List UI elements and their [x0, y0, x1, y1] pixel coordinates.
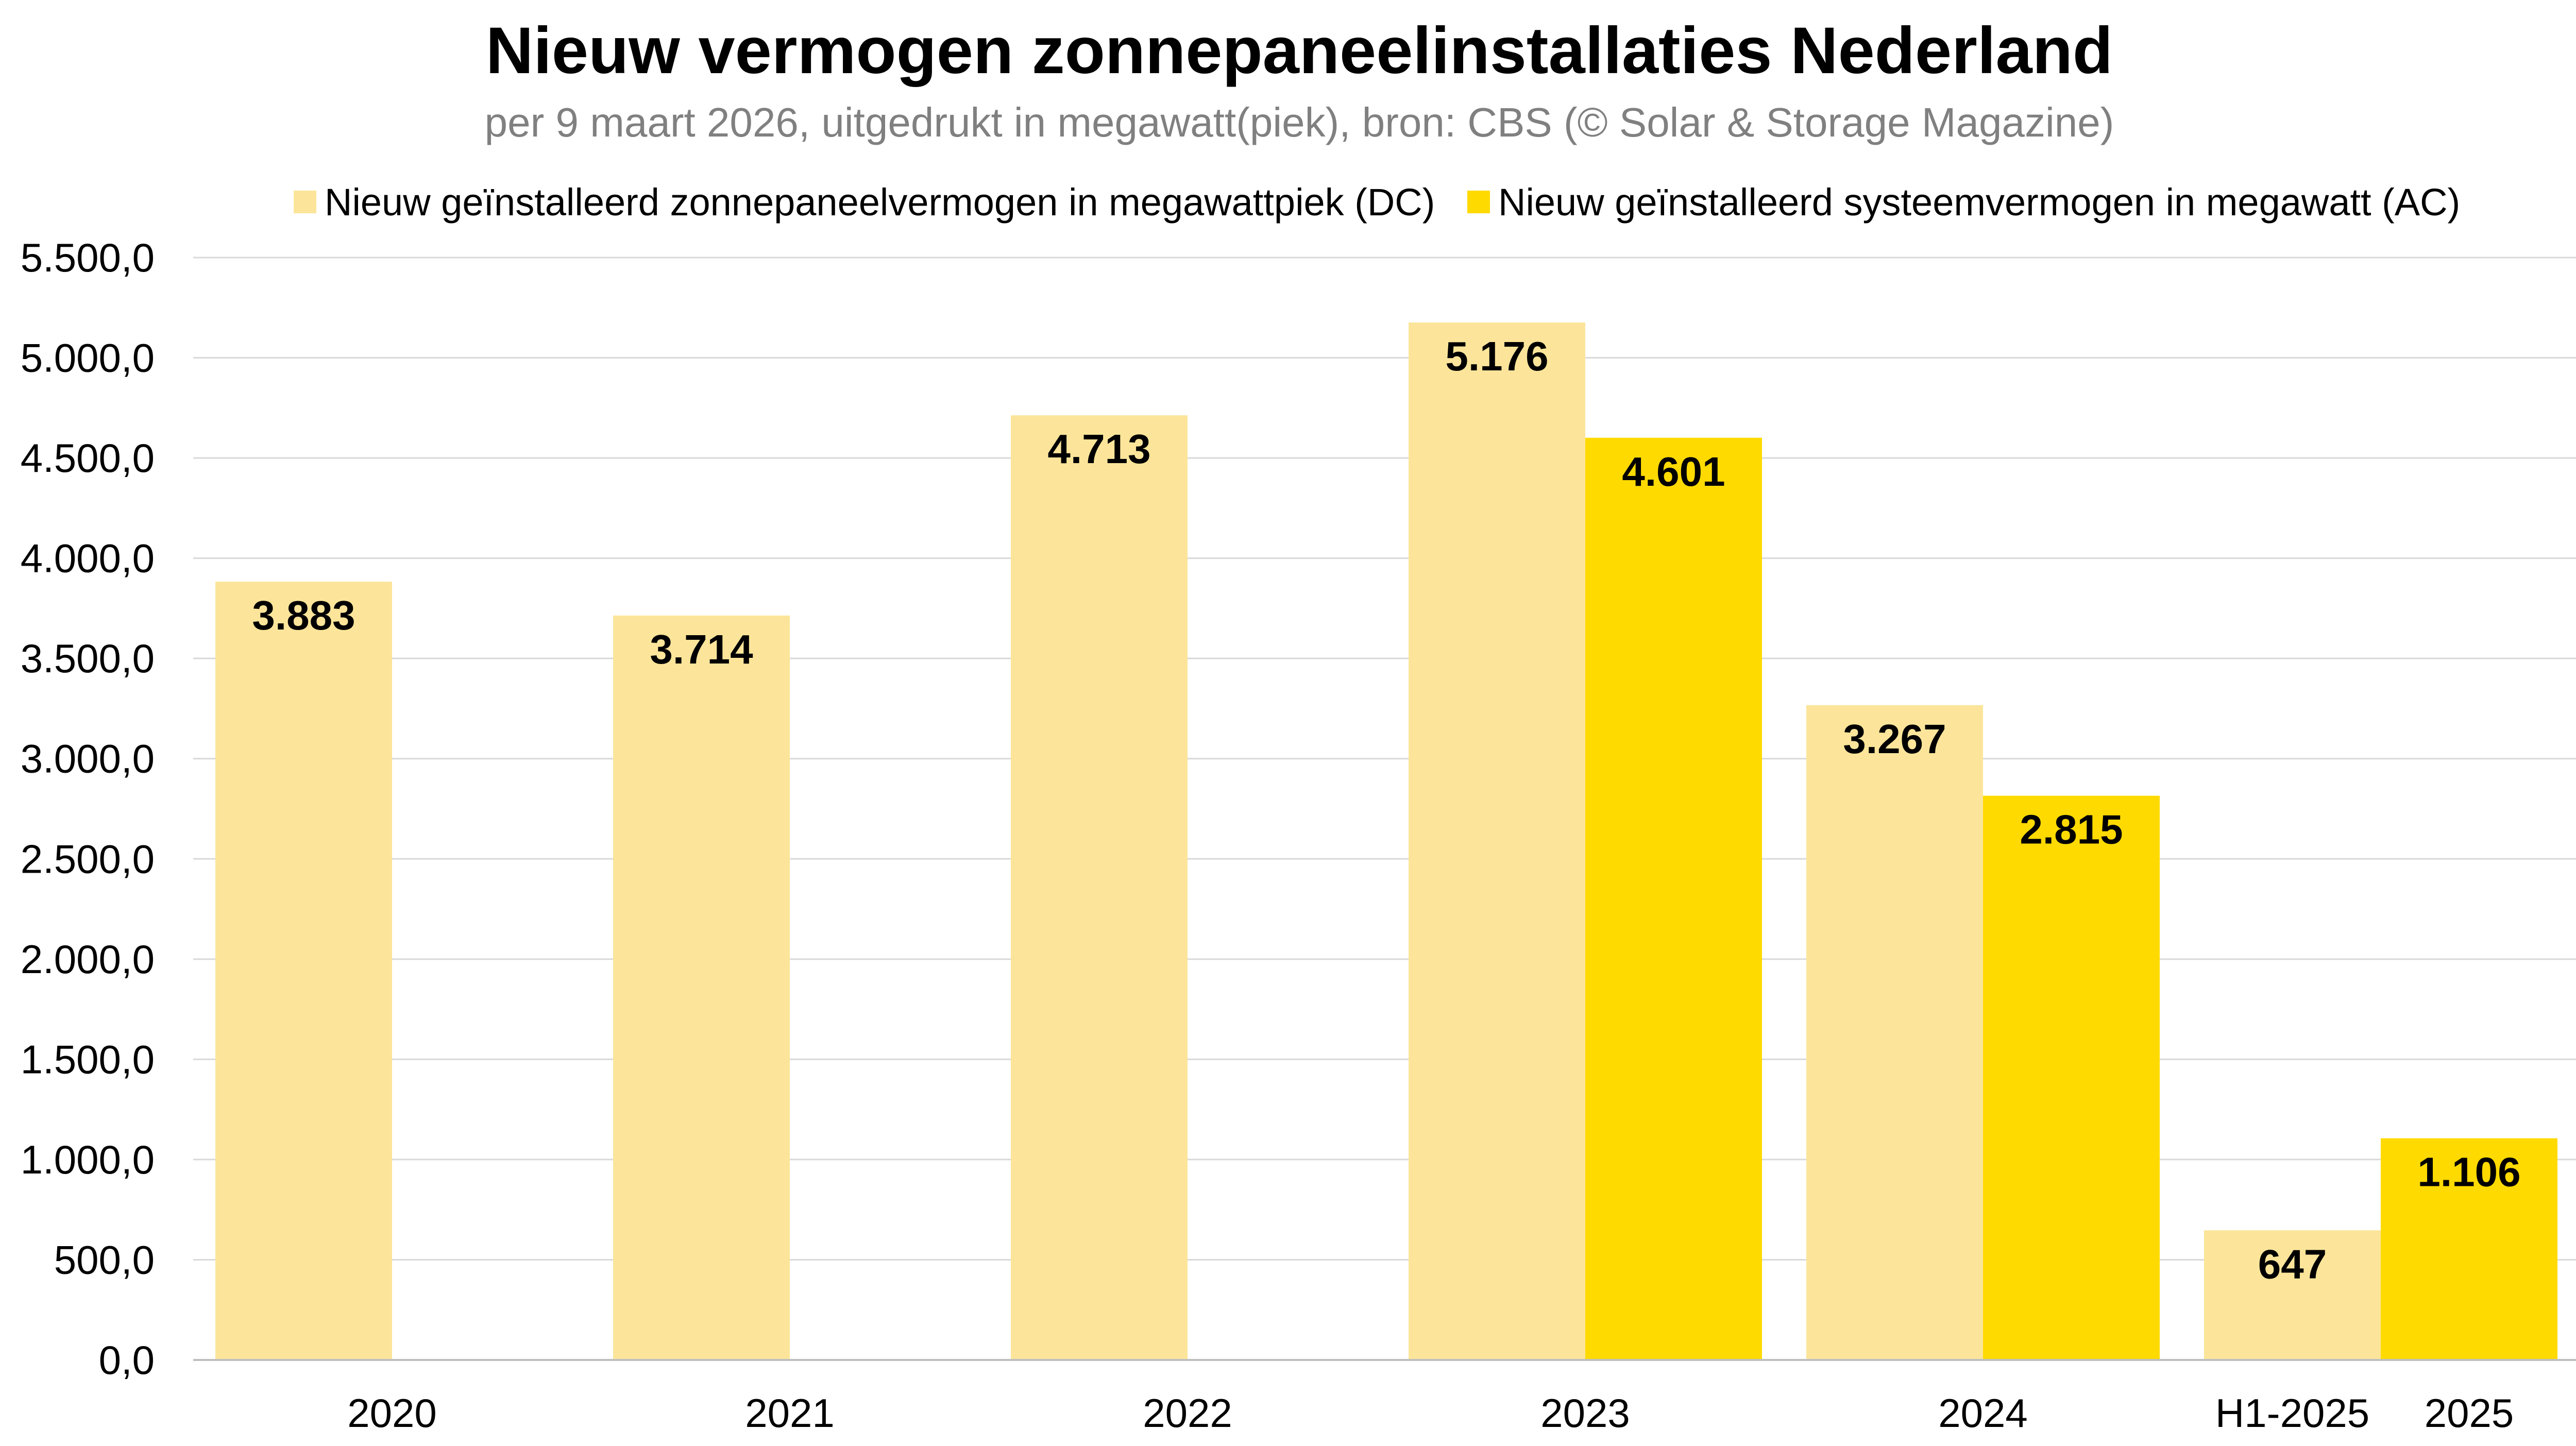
y-tick-label: 1.500,0 [21, 1036, 155, 1082]
data-label: 5.176 [1445, 333, 1548, 379]
data-label: 4.713 [1047, 426, 1150, 472]
y-tick-label: 1.000,0 [21, 1137, 155, 1182]
gridlines [193, 257, 2576, 1261]
bar [2381, 1138, 2557, 1360]
legend-swatch-ac [1467, 191, 1490, 213]
data-labels: 3.883 3.714 4.713 5.176 3.267 647 4.601 2.815 1.… [252, 333, 2520, 1287]
legend-swatch-dc [294, 191, 316, 213]
x-tick-label: 2020 [347, 1390, 437, 1436]
bar [1585, 437, 1762, 1360]
y-tick-label: 4.000,0 [21, 536, 155, 581]
data-label: 3.883 [252, 592, 355, 638]
data-label: 2.815 [2020, 807, 2123, 853]
legend-label-dc: Nieuw geïnstalleerd zonnepaneelvermogen … [325, 181, 1435, 224]
x-tick-label: 2023 [1540, 1390, 1630, 1436]
x-tick-label: 2021 [745, 1390, 835, 1436]
data-label: 4.601 [1622, 449, 1725, 495]
y-tick-label: 0,0 [99, 1337, 155, 1383]
bar [1983, 795, 2160, 1360]
data-label: 1.106 [2417, 1149, 2520, 1195]
y-tick-label: 3.000,0 [21, 736, 155, 781]
bar [1806, 705, 1983, 1360]
y-tick-label: 4.500,0 [21, 435, 155, 481]
x-tick-label: 2022 [1143, 1390, 1232, 1436]
x-tick-label: 2024 [1938, 1390, 2028, 1436]
bar [215, 582, 392, 1360]
y-tick-label: 5.000,0 [21, 335, 155, 381]
data-label: 3.267 [1843, 716, 1946, 762]
y-tick-label: 500,0 [54, 1237, 155, 1282]
x-tick-label: H1-2025 [2215, 1390, 2369, 1436]
data-label: 647 [2258, 1241, 2327, 1287]
bars [215, 322, 2557, 1360]
y-tick-label: 2.000,0 [21, 937, 155, 982]
x-tick-label: 2025 [2425, 1390, 2514, 1436]
bar [2204, 1230, 2381, 1360]
data-label: 3.714 [650, 626, 753, 672]
y-tick-label: 5.500,0 [21, 235, 155, 280]
chart-subtitle: per 9 maart 2026, uitgedrukt in megawatt… [485, 99, 2114, 145]
x-axis: 2020 2021 2022 2023 2024 H1-2025 2025 [347, 1390, 2514, 1436]
chart-title: Nieuw vermogen zonnepaneelinstallaties N… [486, 14, 2113, 88]
legend: Nieuw geïnstalleerd zonnepaneelvermogen … [294, 181, 2460, 224]
bar [1011, 415, 1188, 1360]
bar [1409, 322, 1585, 1360]
y-axis: 0,0 500,0 1.000,0 1.500,0 2.000,0 2.500,0 3.00… [21, 235, 155, 1383]
legend-label-ac: Nieuw geïnstalleerd systeemvermogen in m… [1498, 181, 2460, 224]
y-tick-label: 2.500,0 [21, 836, 155, 881]
y-tick-label: 3.500,0 [21, 636, 155, 681]
bar [613, 615, 790, 1360]
